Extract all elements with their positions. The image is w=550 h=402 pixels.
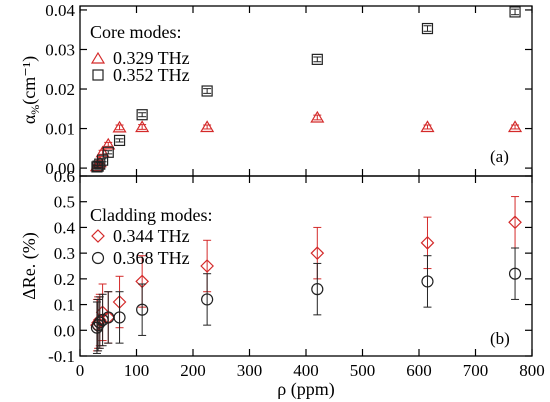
panel-a-ylabel-main: α xyxy=(19,114,39,124)
errorbar xyxy=(104,291,113,344)
data-point-square xyxy=(136,109,148,121)
data-point-square xyxy=(421,22,434,35)
errorbar xyxy=(98,293,107,347)
data-point-diamond xyxy=(310,246,325,260)
data-point-diamond xyxy=(420,236,435,250)
ytick-label: 0.01 xyxy=(45,120,75,139)
xtick-label: 200 xyxy=(180,361,206,380)
ytick-label: 0.1 xyxy=(54,296,75,315)
data-point-circle xyxy=(136,303,149,316)
panel-a-legend-item-1: 0.329 THz xyxy=(113,48,190,68)
errorbar xyxy=(115,138,124,143)
panel-a-marks xyxy=(89,6,523,173)
errorbar xyxy=(203,88,212,94)
data-point-triangle xyxy=(101,137,116,150)
errorbar xyxy=(511,247,520,300)
ytick-label: 0.03 xyxy=(45,40,75,59)
panel-a: 0.00 0.01 0.02 0.03 0.04 α%(cm⁻¹) Core modes… xyxy=(19,1,533,178)
data-point-square xyxy=(509,6,521,18)
errorbar xyxy=(115,124,124,131)
panel-b-legend-item-2: 0.368 THz xyxy=(113,248,190,268)
legend-diamond-marker xyxy=(91,229,105,243)
errorbar xyxy=(423,25,432,32)
data-point-square xyxy=(201,85,213,97)
xtick-label: 700 xyxy=(463,361,489,380)
xtick-label: 500 xyxy=(350,361,376,380)
ytick-label: 0.3 xyxy=(54,244,75,263)
panel-b-yticks: -0.1 0.0 0.1 0.2 0.3 0.4 0.5 0.6 xyxy=(48,167,532,366)
panel-a-label: (a) xyxy=(490,147,509,166)
data-point-square xyxy=(311,53,323,65)
data-point-circle xyxy=(508,267,522,280)
panel-b-legend-item-1: 0.344 THz xyxy=(113,226,190,246)
data-point-circle xyxy=(113,311,126,324)
data-point-square xyxy=(96,154,109,166)
data-point-square xyxy=(102,146,114,158)
data-point-triangle xyxy=(507,120,523,133)
legend-square-marker xyxy=(92,69,104,81)
ytick-label: 0.2 xyxy=(54,270,75,289)
ytick-label: 0.6 xyxy=(54,167,75,186)
errorbar xyxy=(138,283,147,336)
ytick-label: 0.00 xyxy=(45,159,75,178)
panel-b-xticks: 0 100 200 300 400 500 600 700 800 xyxy=(76,176,545,380)
errorbar xyxy=(98,158,107,163)
xtick-label: 400 xyxy=(293,361,319,380)
errorbar xyxy=(313,56,322,63)
panel-b-ylabel: ΔRe. (%) xyxy=(19,232,40,300)
panel-b: -0.1 0.0 0.1 0.2 0.3 0.4 0.5 0.6 0 100 200 300 400 5… xyxy=(19,167,545,400)
xtick-label: 800 xyxy=(519,361,545,380)
panel-a-ylabel-unit: (cm⁻¹) xyxy=(19,56,40,105)
errorbar xyxy=(203,273,212,326)
panel-a-legend-title: Core modes: xyxy=(90,22,182,42)
errorbar xyxy=(313,114,322,121)
errorbar xyxy=(511,8,520,16)
errorbar xyxy=(104,150,113,155)
errorbar xyxy=(138,112,147,118)
data-point-triangle xyxy=(420,120,435,133)
panel-b-label: (b) xyxy=(490,329,510,348)
errorbar xyxy=(115,291,124,344)
data-point-triangle xyxy=(112,120,127,133)
errorbar xyxy=(313,262,322,316)
errorbar xyxy=(138,124,147,130)
data-point-triangle xyxy=(310,110,325,123)
errorbar xyxy=(511,196,520,249)
panel-a-legend-item-2: 0.352 THz xyxy=(113,65,190,85)
panel-a-yticks: 0.00 0.01 0.02 0.03 0.04 xyxy=(45,1,533,178)
panel-b-xlabel: ρ (ppm) xyxy=(277,379,334,400)
panel-a-ylabel-sub: % xyxy=(28,105,42,115)
panel-b-legend: Cladding modes: 0.344 THz 0.368 THz xyxy=(90,205,213,268)
panel-b-marks xyxy=(90,196,522,354)
ytick-label: 0.02 xyxy=(45,80,75,99)
ytick-label: 0.5 xyxy=(54,193,75,212)
ytick-label: 0.04 xyxy=(45,1,75,20)
errorbar xyxy=(423,255,432,308)
legend-circle-marker xyxy=(91,251,105,265)
data-point-circle xyxy=(311,283,324,296)
data-point-diamond xyxy=(200,259,214,273)
panel-a-legend: Core modes: 0.329 THz 0.352 THz xyxy=(90,22,190,85)
data-point-triangle xyxy=(200,120,215,133)
data-point-circle xyxy=(201,293,214,306)
panel-b-legend-title: Cladding modes: xyxy=(90,205,213,225)
data-point-diamond xyxy=(508,215,522,230)
xtick-label: 300 xyxy=(237,361,263,380)
ytick-label: -0.1 xyxy=(48,347,75,366)
errorbar xyxy=(94,298,103,352)
xtick-label: 600 xyxy=(406,361,432,380)
data-point-square xyxy=(113,134,126,147)
xtick-label: 100 xyxy=(124,361,150,380)
panel-a-ylabel: α%(cm⁻¹) xyxy=(19,56,42,124)
xtick-label: 0 xyxy=(76,361,85,380)
data-point-square xyxy=(94,158,106,170)
ytick-label: 0.4 xyxy=(54,218,76,237)
data-point-triangle xyxy=(95,145,110,158)
ytick-label: 0.0 xyxy=(54,321,75,340)
data-point-circle xyxy=(421,275,434,288)
legend-triangle-marker xyxy=(90,51,106,64)
data-point-triangle xyxy=(135,120,150,133)
